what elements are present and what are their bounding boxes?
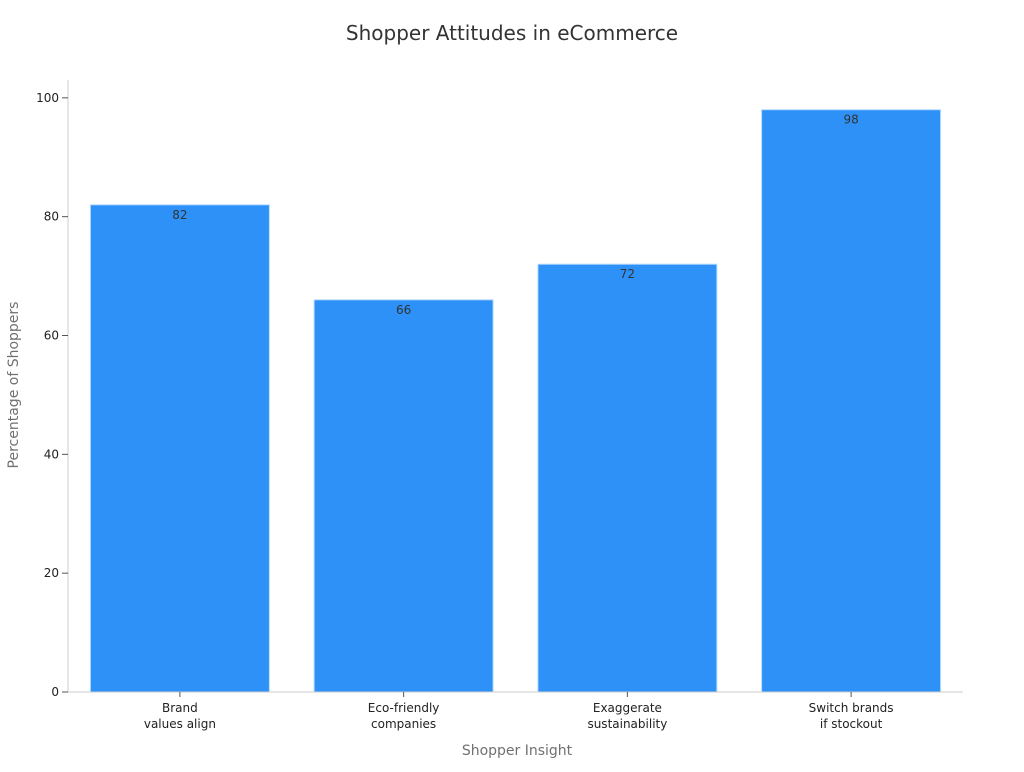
x-tick-label-line: Exaggerate (593, 701, 662, 715)
x-tick-label-0: Brand values align (144, 701, 216, 731)
x-tick-label-1: Eco-friendly companies (368, 701, 440, 731)
y-tick-label-0: 0 (51, 685, 59, 699)
bar-2 (537, 263, 718, 693)
x-tick-label-line: values align (144, 717, 216, 731)
bar-0 (89, 204, 270, 693)
x-tick-label-2: Exaggerate sustainability (587, 701, 667, 731)
data-label-3: 98 (843, 113, 858, 127)
data-label-2: 72 (620, 267, 635, 281)
y-axis: 0 20 40 60 80 100 (36, 80, 69, 699)
x-axis-title: Shopper Insight (462, 743, 573, 759)
y-tick-label-1: 20 (44, 566, 59, 580)
x-tick-label-line: companies (371, 717, 436, 731)
chart-title: Shopper Attitudes in eCommerce (346, 21, 678, 45)
y-tick-label-5: 100 (36, 91, 59, 105)
x-tick-label-line: Brand (162, 701, 198, 715)
x-tick-label-3: Switch brands if stockout (809, 701, 894, 731)
y-tick-label-2: 40 (44, 447, 59, 461)
bars-layer: 82 66 72 98 (89, 109, 942, 693)
x-tick-label-line: if stockout (820, 717, 883, 731)
x-tick-label-line: Switch brands (809, 701, 894, 715)
x-tick-label-line: sustainability (587, 717, 667, 731)
data-label-1: 66 (396, 303, 411, 317)
y-axis-title: Percentage of Shoppers (6, 302, 22, 469)
data-label-0: 82 (172, 208, 187, 222)
x-tick-label-line: Eco-friendly (368, 701, 440, 715)
x-axis: Brand values align Eco-friendly companies Ex… (68, 691, 963, 731)
y-tick-label-4: 80 (44, 210, 59, 224)
bar-1 (313, 299, 494, 693)
bar-3 (761, 109, 942, 693)
y-tick-label-3: 60 (44, 328, 59, 342)
